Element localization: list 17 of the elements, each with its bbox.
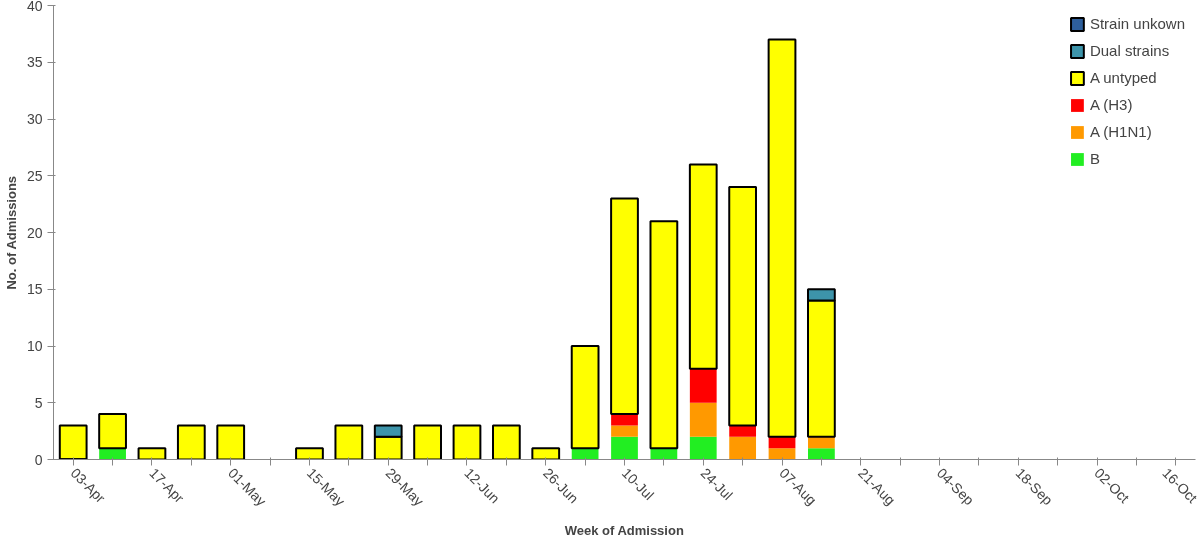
y-tick-label: 25 bbox=[26, 167, 43, 184]
legend-label: Dual strains bbox=[1089, 42, 1170, 59]
y-tick-label: 10 bbox=[26, 338, 43, 354]
legend-label: A (H3) bbox=[1089, 96, 1133, 113]
x-axis-title: Week of Admission bbox=[564, 522, 684, 538]
legend-label: B bbox=[1089, 150, 1101, 167]
y-tick-label: 20 bbox=[26, 224, 43, 241]
legend-label: A (H1N1) bbox=[1089, 123, 1152, 140]
y-tick-label: 40 bbox=[26, 0, 43, 14]
y-tick-label: 0 bbox=[34, 451, 43, 468]
y-tick-label: 30 bbox=[26, 111, 43, 127]
y-tick-label: 15 bbox=[26, 281, 43, 298]
y-tick-label: 5 bbox=[34, 394, 43, 411]
y-tick-label: 35 bbox=[26, 54, 43, 71]
legend-label: A untyped bbox=[1089, 69, 1157, 86]
legend-label: Strain unkown bbox=[1089, 15, 1185, 32]
y-axis-title: No. of Admissions bbox=[3, 175, 19, 290]
